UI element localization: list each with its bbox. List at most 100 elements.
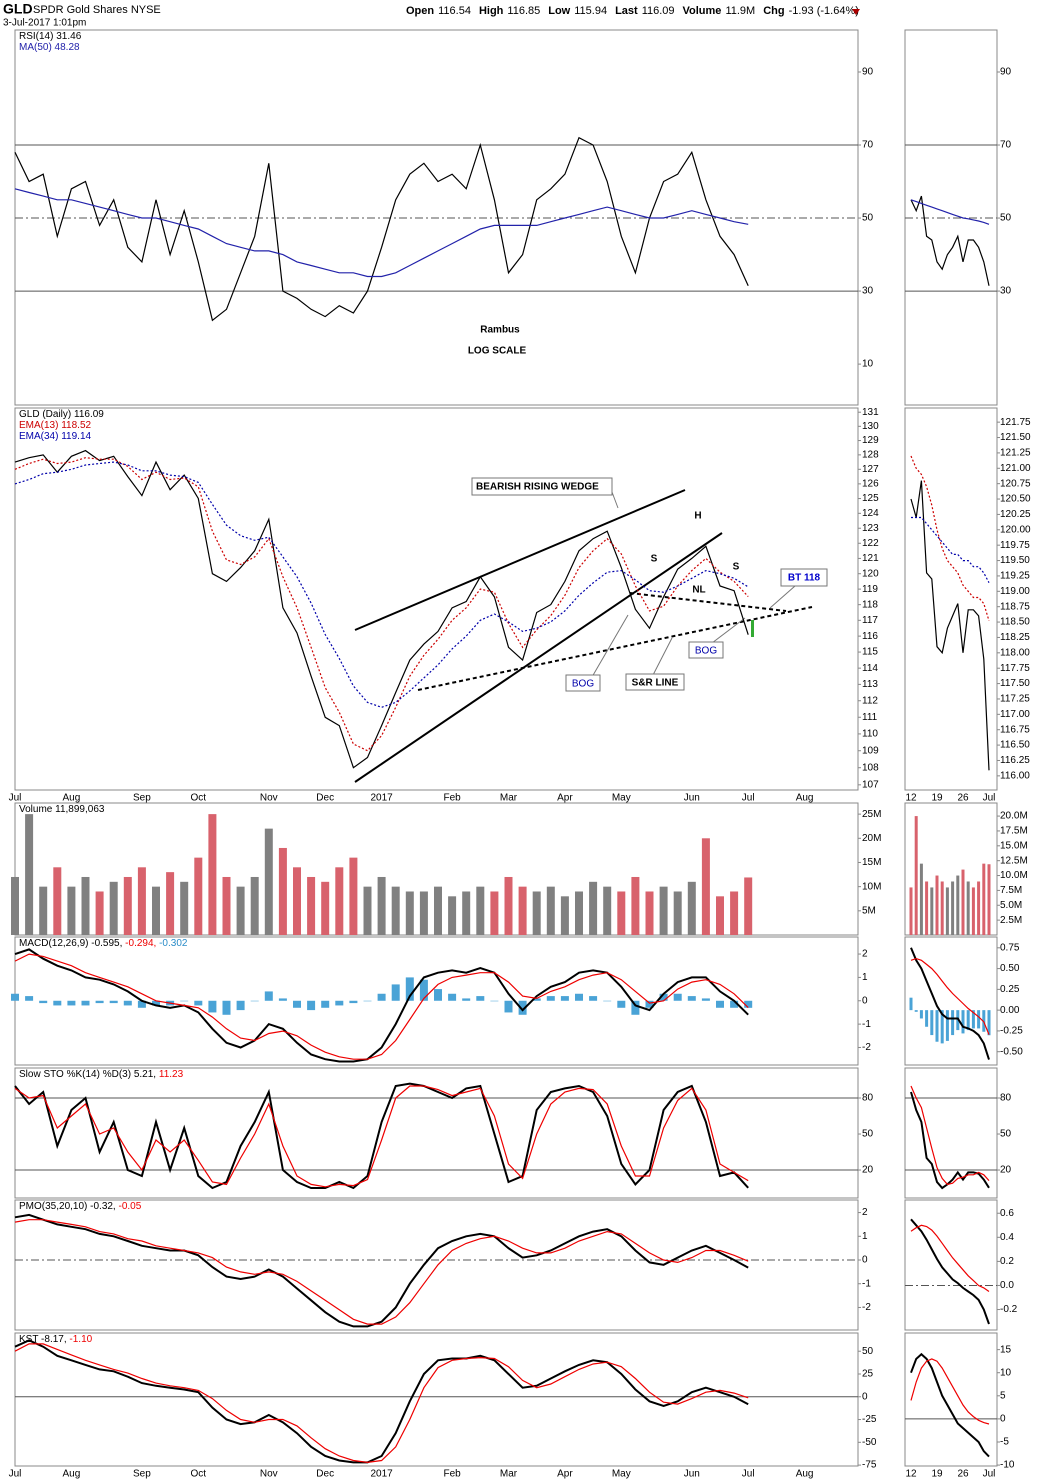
y-tick-label: 111 <box>862 712 878 723</box>
y-tick-label: 123 <box>862 523 879 534</box>
y-tick-label: 0.0 <box>1000 1280 1014 1291</box>
quote-value: 116.54 <box>438 5 471 17</box>
legend-entry: EMA(34) 119.14 <box>19 431 92 442</box>
series-line <box>14 136 749 322</box>
bar <box>250 876 259 935</box>
panel-frame <box>904 1332 998 1467</box>
bar <box>971 887 975 935</box>
y-tick-label: 116.00 <box>1000 770 1030 781</box>
y-tick-label: 90 <box>862 67 874 78</box>
y-tick-label: -50 <box>862 1437 877 1448</box>
y-tick-label: -2 <box>862 1042 871 1053</box>
symbol: GLD <box>3 1 33 17</box>
y-tick-label: 114 <box>862 663 878 674</box>
y-tick-label: 1 <box>862 1231 868 1242</box>
y-tick-label: 118.75 <box>1000 601 1030 612</box>
bar <box>925 881 929 935</box>
bar <box>631 1000 640 1015</box>
y-tick-label: 80 <box>862 1093 874 1104</box>
annotation: NL <box>692 585 705 596</box>
panel: 2.5M 5.0M 7.5M 10.0M 12.5M 15.0M 17.5M 20.0M <box>904 802 1028 936</box>
y-tick-label: 117.75 <box>1000 663 1030 674</box>
series-line <box>14 1082 749 1190</box>
quote-value: 11.9M <box>725 5 755 17</box>
annotation: LOG SCALE <box>468 346 527 357</box>
bar <box>81 876 90 935</box>
y-tick-label: 0 <box>862 995 868 1006</box>
y-tick-label: 2 <box>862 1207 868 1218</box>
series-line <box>910 195 990 286</box>
panel-frame <box>904 936 998 1066</box>
bar <box>321 881 330 935</box>
security-name: SPDR Gold Shares NYSE <box>33 4 161 16</box>
y-tick-label: 117.00 <box>1000 709 1030 720</box>
series-line <box>910 1358 990 1425</box>
bar <box>293 1000 301 1008</box>
pointer <box>651 637 673 678</box>
y-tick-label: 15M <box>862 857 881 868</box>
y-tick-label: 0.75 <box>1000 942 1020 953</box>
y-tick-label: 0.50 <box>1000 963 1020 974</box>
y-tick-label: 118 <box>862 599 878 610</box>
series-line <box>910 1224 990 1292</box>
legend-text: -0.05 <box>119 1201 142 1212</box>
bar <box>987 1010 991 1036</box>
legend-text: PMO(35,20,10) -0.32, <box>19 1201 119 1212</box>
bar <box>434 886 442 935</box>
y-tick-label: 20M <box>862 833 881 844</box>
panel: -10 -5 0 5 10 15 12 19 26 Jul <box>904 1332 1015 1480</box>
x-tick-label: Mar <box>500 1469 518 1480</box>
y-tick-label: 15.0M <box>1000 840 1028 851</box>
panel: -75 -50 -25 0 25 50 Jul Aug Sep Oct Nov Dec 2017 Feb M… <box>9 1332 877 1480</box>
bar <box>391 886 400 935</box>
y-tick-label: 117.50 <box>1000 678 1030 689</box>
x-tick-label: Feb <box>443 1469 461 1480</box>
x-tick-label: Jul <box>742 1469 755 1480</box>
bar <box>966 881 970 935</box>
panel: 5M 10M 15M 20M 25M Volume 11,899,063 <box>11 802 881 936</box>
y-tick-label: 5M <box>862 905 876 916</box>
callout-box <box>625 673 685 691</box>
bar <box>701 998 710 1001</box>
legend-text: KST -8.17, <box>19 1334 69 1345</box>
x-tick-label: 19 <box>931 1469 943 1480</box>
quote-label: Volume <box>683 5 722 17</box>
x-tick-label: Dec <box>316 1469 334 1480</box>
bar <box>434 989 442 1001</box>
legend-entry: KST -8.17, -1.10 <box>19 1334 93 1345</box>
y-tick-label: -1 <box>862 1278 871 1289</box>
x-tick-label: Apr <box>557 793 573 804</box>
series-line <box>910 455 990 621</box>
x-tick-label: 12 <box>905 1469 917 1480</box>
y-tick-label: 121.25 <box>1000 448 1031 459</box>
y-tick-label: 129 <box>862 435 879 446</box>
x-tick-label: Jul <box>9 793 22 804</box>
bar <box>109 1000 118 1004</box>
series-line <box>14 449 749 769</box>
legend-text: Volume 11,899,063 <box>19 804 105 815</box>
legend-entry: Volume 11,899,063 <box>19 804 105 815</box>
bar <box>419 979 428 1001</box>
panel-frame <box>904 802 998 936</box>
series-line <box>910 480 990 771</box>
y-tick-label: 25 <box>862 1369 874 1380</box>
bar <box>659 993 668 1001</box>
series-line <box>14 1213 749 1328</box>
bar <box>716 896 724 935</box>
bar <box>603 886 612 935</box>
bar <box>236 886 245 935</box>
annotation: Rambus <box>480 325 520 336</box>
bar <box>194 857 203 935</box>
annotation: BT 118 <box>788 573 821 584</box>
bar <box>321 1000 330 1008</box>
bar <box>67 1000 76 1006</box>
x-tick-label: Jul <box>742 793 755 804</box>
bar <box>951 1010 955 1036</box>
bar <box>977 881 981 935</box>
quote-label: Last <box>615 5 638 17</box>
series-line <box>910 199 990 225</box>
annotation: BEARISH RISING WEDGE <box>476 482 599 493</box>
y-tick-label: 90 <box>1000 67 1012 78</box>
bar <box>335 1000 344 1006</box>
y-tick-label: 122 <box>862 538 879 549</box>
